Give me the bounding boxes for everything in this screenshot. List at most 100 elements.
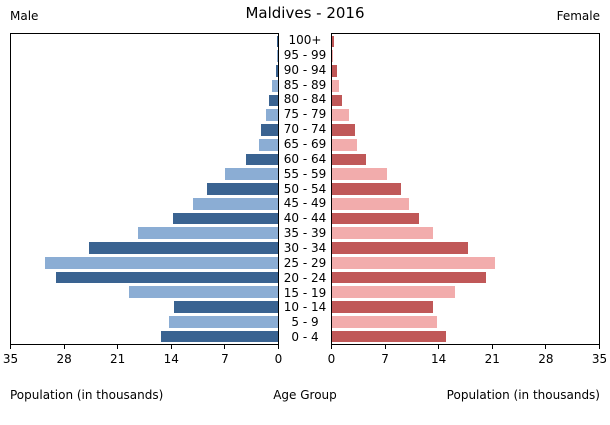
tick-mark-male-0: [278, 345, 279, 349]
age-group-label-60-64: 60 - 64: [283, 151, 327, 166]
tick-label-male-0: 0: [274, 352, 283, 366]
male-side-label: Male: [10, 9, 39, 23]
tick-label-male-14: 14: [163, 352, 179, 366]
tick-mark-male-14: [170, 345, 172, 349]
age-group-label-column: 100+ 95 - 99 90 - 94 85 - 89 80 - 84 75 - 79 7…: [279, 33, 331, 345]
bar-female-95-99: [332, 50, 333, 62]
bar-male-5-9: [168, 315, 278, 328]
bar-male-80-84: [268, 94, 278, 107]
male-bars-panel: [10, 33, 279, 345]
bar-male-15-19: [129, 286, 278, 299]
bar-male-90-94: [275, 65, 278, 77]
chart-area: 100+ 95 - 99 90 - 94 85 - 89 80 - 84 75 - 79 7…: [10, 33, 600, 345]
age-group-label-25-29: 25 - 29: [283, 255, 327, 270]
female-axis-title: Population (in thousands): [446, 388, 600, 402]
chart-title: Maldives - 2016: [245, 4, 365, 22]
tick-mark-female-35: [599, 345, 600, 349]
tick-mark-male-28: [63, 345, 65, 349]
bar-female-60-64: [332, 153, 366, 166]
bar-male-35-39: [137, 227, 278, 240]
age-group-label-100plus: 100+: [288, 33, 322, 47]
tick-label-male-7: 7: [221, 352, 229, 366]
tick-mark-female-28: [545, 345, 547, 349]
age-group-label-80-84: 80 - 84: [283, 92, 327, 107]
tick-label-female-7: 7: [381, 352, 389, 366]
tick-mark-female-0: [331, 345, 332, 349]
bar-female-40-44: [332, 212, 419, 225]
male-axis-title: Population (in thousands): [10, 388, 164, 402]
tick-mark-female-14: [438, 345, 440, 349]
tick-mark-male-7: [224, 345, 226, 349]
tick-label-female-14: 14: [431, 352, 447, 366]
x-axis-tick-strip: 35 28 21 14 7 0 0 7 14 21 28 35: [3, 345, 607, 371]
bar-female-55-59: [332, 168, 387, 181]
bar-female-80-84: [332, 94, 342, 107]
age-group-label-0-4: 0 - 4: [291, 330, 319, 345]
bar-male-10-14: [174, 301, 278, 313]
bar-female-75-79: [332, 109, 349, 122]
bar-female-5-9: [332, 315, 438, 328]
bar-male-50-54: [207, 183, 278, 195]
age-group-label-20-24: 20 - 24: [283, 270, 327, 285]
bar-male-0-4: [161, 330, 278, 343]
bar-female-70-74: [332, 124, 355, 136]
bar-female-20-24: [332, 271, 487, 284]
bar-female-50-54: [332, 183, 401, 195]
tick-label-male-21: 21: [110, 352, 126, 366]
age-group-label-15-19: 15 - 19: [283, 285, 327, 300]
age-group-label-90-94: 90 - 94: [283, 62, 327, 77]
tick-label-male-35: 35: [2, 352, 19, 366]
bar-male-55-59: [225, 168, 278, 181]
bar-male-60-64: [245, 153, 278, 166]
age-group-label-95-99: 95 - 99: [283, 47, 327, 62]
bar-female-85-89: [332, 79, 339, 92]
age-group-label-75-79: 75 - 79: [283, 107, 327, 122]
axis-titles-row: Population (in thousands) Age Group Popu…: [10, 388, 600, 404]
female-bars-panel: [331, 33, 600, 345]
bar-male-85-89: [271, 79, 278, 92]
bar-female-90-94: [332, 65, 337, 77]
age-group-label-70-74: 70 - 74: [283, 122, 327, 137]
bar-male-25-29: [44, 256, 278, 269]
bar-female-15-19: [332, 286, 455, 299]
bar-female-25-29: [332, 256, 496, 269]
bar-female-35-39: [332, 227, 433, 240]
tick-mark-female-21: [491, 345, 493, 349]
age-group-label-30-34: 30 - 34: [283, 241, 327, 255]
age-group-label-85-89: 85 - 89: [283, 77, 327, 92]
tick-label-female-35: 35: [591, 352, 608, 366]
tick-label-male-28: 28: [56, 352, 72, 366]
bar-male-95-99: [277, 50, 278, 62]
tick-label-female-28: 28: [538, 352, 554, 366]
bar-male-75-79: [265, 109, 278, 122]
age-group-label-45-49: 45 - 49: [283, 196, 327, 211]
bar-male-100plus: [277, 35, 278, 48]
tick-mark-male-21: [117, 345, 119, 349]
bar-male-20-24: [56, 271, 278, 284]
age-group-label-40-44: 40 - 44: [283, 211, 327, 226]
tick-mark-male-35: [10, 345, 11, 349]
figure-header: Male Maldives - 2016 Female: [10, 0, 600, 30]
bar-female-30-34: [332, 242, 468, 254]
bar-male-65-69: [258, 138, 278, 151]
bar-female-100plus: [332, 35, 334, 48]
bar-male-40-44: [172, 212, 278, 225]
age-group-label-50-54: 50 - 54: [283, 181, 327, 196]
age-group-label-10-14: 10 - 14: [283, 300, 327, 315]
bar-male-30-34: [88, 242, 278, 254]
age-group-label-65-69: 65 - 69: [283, 137, 327, 151]
tick-label-female-21: 21: [484, 352, 500, 366]
bar-female-10-14: [332, 301, 434, 313]
age-group-label-5-9: 5 - 9: [291, 315, 319, 330]
bar-female-65-69: [332, 138, 358, 151]
bar-male-70-74: [261, 124, 278, 136]
age-group-axis-title: Age Group: [273, 388, 337, 402]
age-group-label-55-59: 55 - 59: [283, 166, 327, 181]
bar-female-0-4: [332, 330, 446, 343]
tick-mark-female-7: [384, 345, 386, 349]
tick-label-female-0: 0: [327, 352, 336, 366]
female-side-label: Female: [556, 9, 600, 23]
bar-female-45-49: [332, 197, 410, 210]
age-group-label-35-39: 35 - 39: [283, 226, 327, 241]
